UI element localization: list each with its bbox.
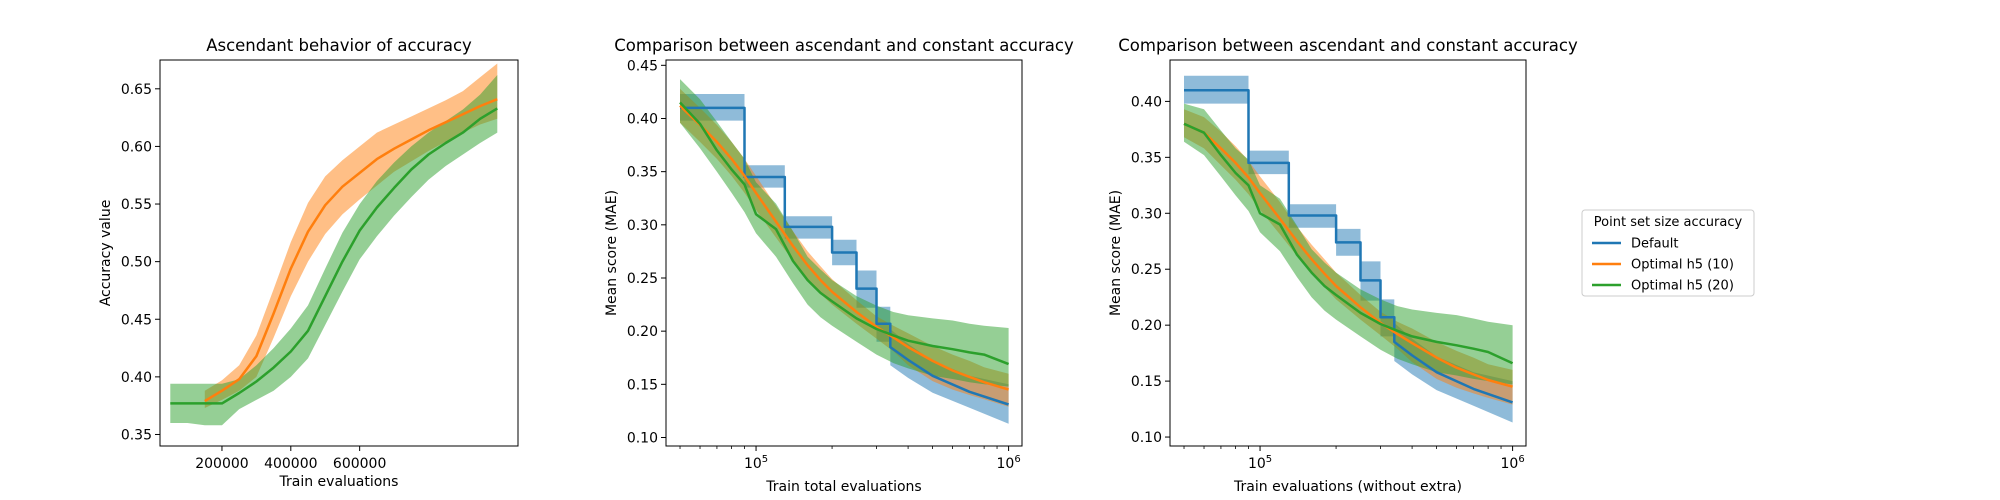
chart-title: Comparison between ascendant and constan… [1118, 36, 1578, 55]
y-tick-label: 0.40 [627, 111, 658, 127]
chart-panel-evaluations-without-extra: 0.10 0.15 0.20 0.25 0.30 0.35 0.40 105 106 Compar… [1108, 36, 1578, 495]
series-line-h10-chart-2 [1183, 122, 1513, 388]
y-tick-label: 0.30 [627, 218, 658, 234]
y-tick-label: 0.15 [1131, 374, 1162, 390]
y-tick-label: 0.10 [627, 430, 658, 446]
y-tick-label: 0.45 [121, 312, 152, 328]
x-tick-label: 106 [1500, 454, 1524, 472]
series-line-h10-chart-0 [204, 98, 498, 403]
confidence-band-h20-chart-1 [680, 79, 1009, 387]
x-tick-label: 105 [744, 454, 768, 472]
legend-label-default: Default [1631, 237, 1679, 252]
y-tick-label: 0.40 [1131, 94, 1162, 110]
x-axis-label: Train evaluations [279, 474, 399, 490]
axes-frame-chart-0 [159, 59, 519, 447]
legend-label-h20: Optimal h5 (20) [1631, 279, 1734, 294]
y-tick-label: 0.35 [121, 427, 152, 443]
legend-title: Point set size accuracy [1594, 215, 1743, 230]
x-axis-label: Train evaluations (without extra) [1233, 479, 1462, 495]
y-tick-label: 0.35 [627, 165, 658, 181]
x-axis-label: Train total evaluations [765, 479, 921, 495]
y-tick-label: 0.20 [627, 324, 658, 340]
y-tick-label: 0.45 [627, 58, 658, 74]
x-tick-label: 400000 [264, 456, 317, 472]
x-tick-label: 600000 [333, 456, 386, 472]
series-line-h20-chart-1 [679, 101, 1010, 366]
y-tick-label: 0.50 [121, 255, 152, 271]
x-tick-label: 105 [1248, 454, 1272, 472]
y-tick-label: 0.15 [627, 377, 658, 393]
chart-panel-accuracy: 0.35 0.40 0.45 0.50 0.55 0.60 0.65 200000 400000… [98, 36, 519, 490]
y-tick-label: 0.25 [627, 271, 658, 287]
legend-label-h10: Optimal h5 (10) [1631, 258, 1734, 273]
axes-frame-chart-1 [665, 59, 1023, 447]
y-axis-label: Accuracy value [98, 200, 114, 307]
legend: Point set size accuracy Default Optimal … [1581, 209, 1755, 297]
chart-title: Ascendant behavior of accuracy [206, 36, 472, 55]
x-tick-label: 106 [996, 454, 1020, 472]
series-line-default-chart-1 [680, 106, 1009, 406]
y-tick-label: 0.60 [121, 139, 152, 155]
y-tick-label: 0.35 [1131, 150, 1162, 166]
y-axis-label: Mean score (MAE) [1108, 190, 1124, 316]
y-tick-label: 0.55 [121, 197, 152, 213]
x-tick-label: 200000 [195, 456, 248, 472]
y-tick-label: 0.25 [1131, 262, 1162, 278]
y-tick-label: 0.10 [1131, 430, 1162, 446]
confidence-band-h20-chart-0 [170, 75, 498, 426]
series-line-h10-chart-1 [679, 104, 1009, 391]
series-line-h20-chart-0 [170, 107, 498, 405]
chart-panel-total-evaluations: 0.10 0.15 0.20 0.25 0.30 0.35 0.40 0.45 105 106 Co… [604, 36, 1074, 495]
y-tick-label: 0.40 [121, 370, 152, 386]
series-line-default-chart-2 [1184, 88, 1514, 404]
legend-frame [1581, 209, 1755, 297]
y-tick-label: 0.30 [1131, 206, 1162, 222]
series-line-h20-chart-2 [1183, 122, 1514, 365]
confidence-band-h20-chart-2 [1184, 103, 1513, 385]
chart-title: Comparison between ascendant and constan… [614, 36, 1074, 55]
y-tick-label: 0.20 [1131, 318, 1162, 334]
y-axis-label: Mean score (MAE) [604, 190, 620, 316]
axes-frame-chart-2 [1169, 59, 1527, 447]
y-tick-label: 0.65 [121, 82, 152, 98]
